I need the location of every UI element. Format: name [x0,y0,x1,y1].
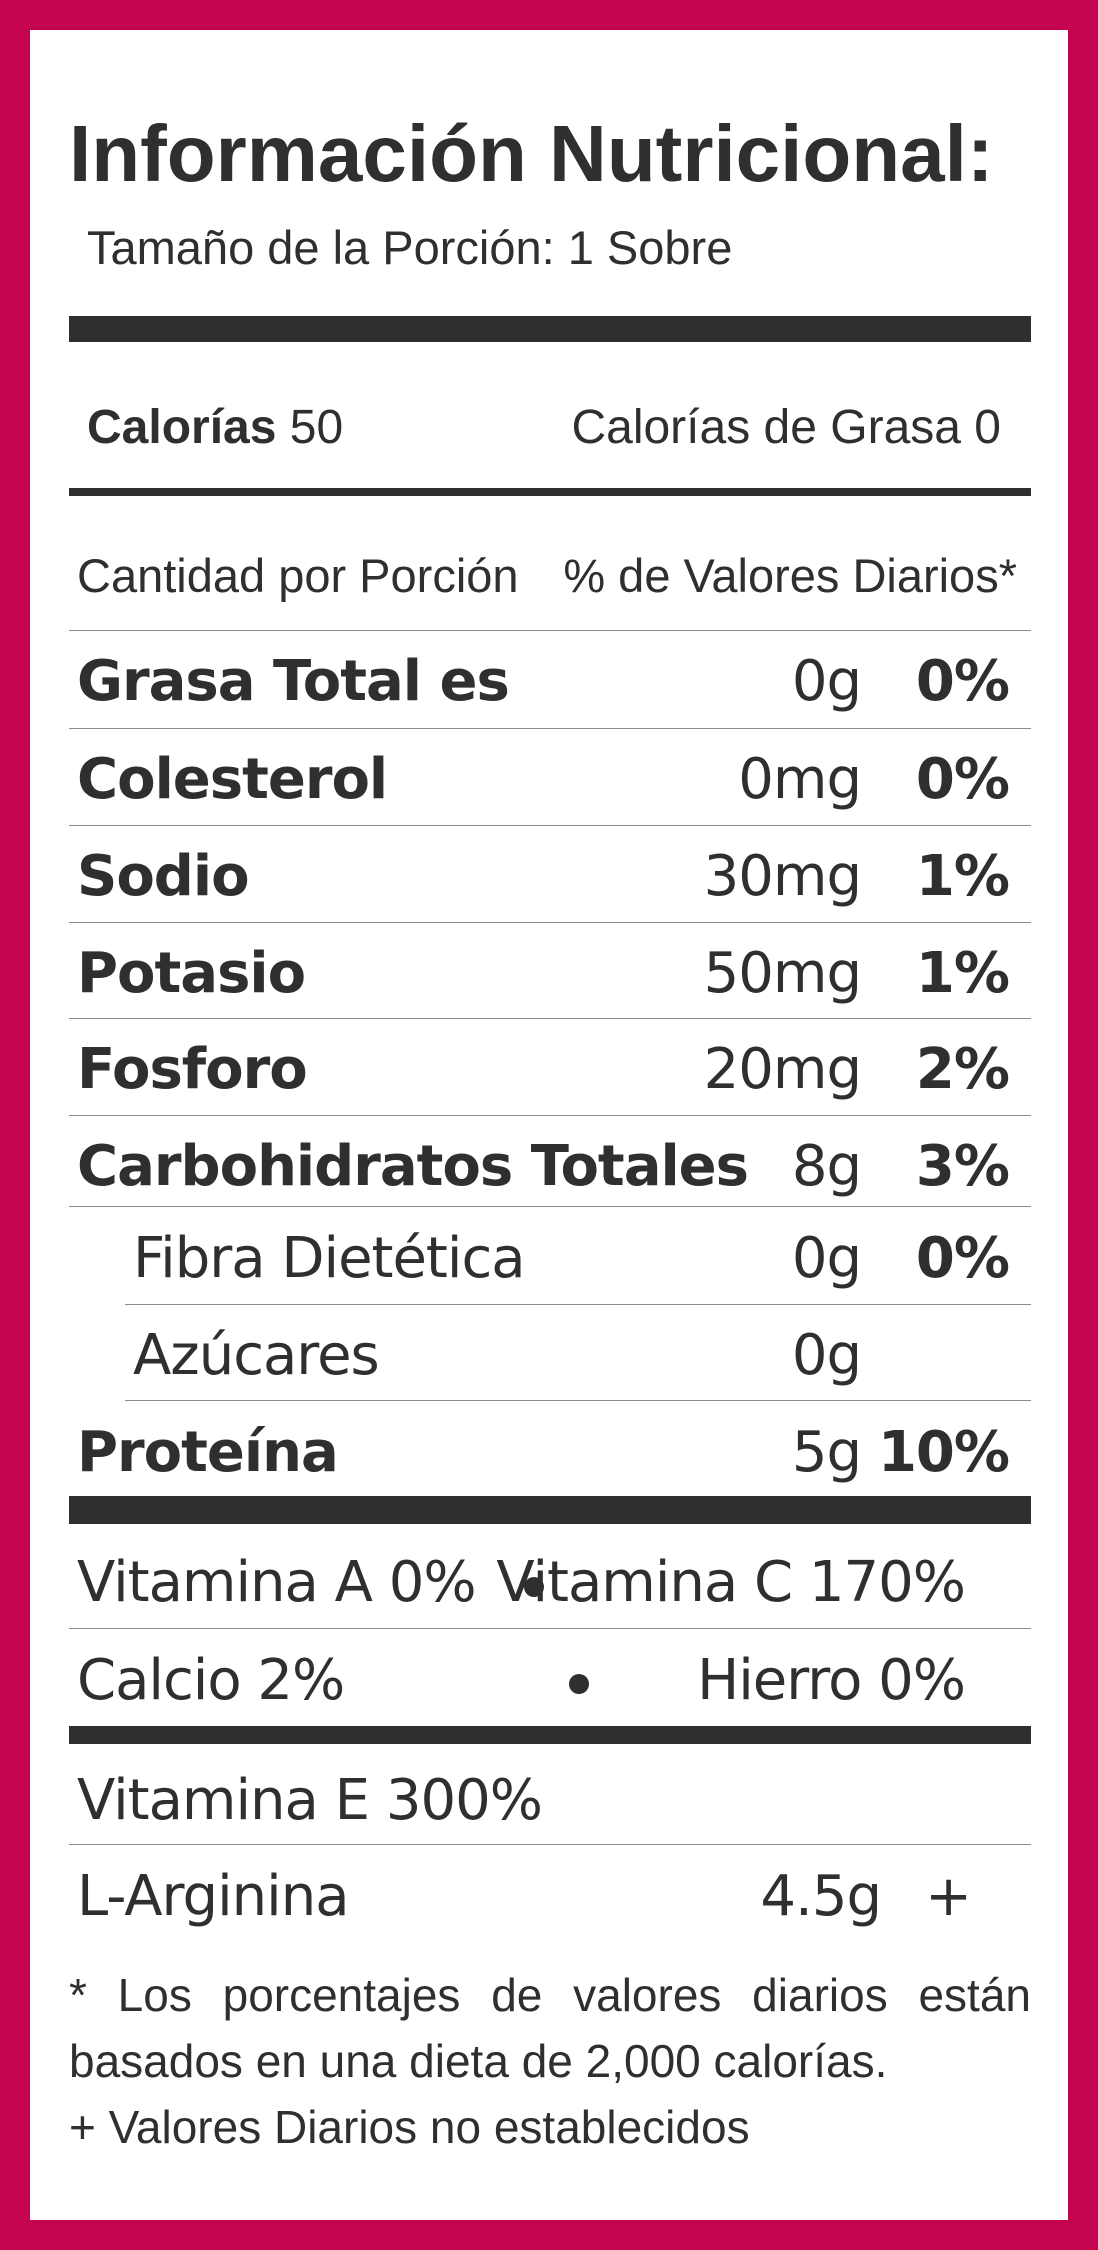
thick-divider [69,1726,1031,1744]
divider [69,1115,1031,1116]
divider [69,1206,1031,1207]
nutrient-dv: 0% [915,649,1010,714]
daily-value-header: % de Valores Diarios* [563,549,1017,602]
nutrient-amount: 50mg [703,941,862,1006]
arginine-amount: 4.5g [760,1864,882,1929]
thick-divider [69,1496,1031,1524]
nutrient-amount: 5g [791,1420,862,1485]
nutrient-amount: 0g [791,649,862,714]
divider [125,1400,1031,1401]
nutrient-row: Colesterol 0mg 0% [69,729,1031,826]
nutrient-name: Sodio [77,844,250,909]
label-title: Información Nutricional: [69,109,994,198]
thick-divider [69,316,1031,342]
arginine-name: L-Arginina [77,1864,350,1929]
vitamin-c: Vitamina C 170% [496,1550,966,1615]
nutrient-name: Colesterol [77,747,388,812]
nutrient-row: Fosforo 20mg 2% [69,1019,1031,1116]
nutrient-dv: 1% [915,941,1010,1006]
divider [125,1304,1031,1305]
nutrient-name: Azúcares [133,1323,380,1388]
nutrient-amount: 0g [791,1323,862,1388]
footnote-daily-values: * Los porcentajes de valores diarios est… [69,1969,1031,2087]
nutrient-subrow: Fibra Dietética 0g 0% [69,1208,1031,1305]
nutrient-row: Potasio 50mg 1% [69,923,1031,1020]
nutrient-dv: 2% [915,1037,1010,1102]
nutrient-amount: 0mg [738,747,862,812]
arginine-dv: + [925,1864,972,1929]
nutrient-name: Fosforo [77,1037,308,1102]
vitamin-e: Vitamina E 300% [77,1768,543,1833]
calcio: Calcio 2% [77,1648,345,1713]
medium-divider [69,488,1031,496]
nutrient-dv: 1% [915,844,1010,909]
footnotes: * Los porcentajes de valores diarios est… [69,1962,1031,2160]
calories-row: Calorías 50 [87,400,343,455]
divider [69,1018,1031,1019]
nutrient-name: Fibra Dietética [133,1226,526,1291]
divider [69,922,1031,923]
nutrient-name: Potasio [77,941,306,1006]
nutrient-row: Sodio 30mg 1% [69,826,1031,923]
nutrient-row: Proteína 5g 10% [69,1402,1031,1499]
hierro: Hierro 0% [697,1648,966,1713]
divider [69,825,1031,826]
vitamin-a: Vitamina A 0% [77,1550,477,1615]
nutrient-amount: 20mg [703,1037,862,1102]
calories-label: Calorías [87,401,277,454]
nutrient-amount: 8g [791,1134,862,1199]
nutrient-name: Carbohidratos Totales [77,1134,749,1199]
calories-value: 50 [289,401,344,454]
amount-per-serving-header: Cantidad por Porción [77,549,519,602]
bullet-icon [569,1674,589,1694]
nutrient-name: Grasa Total es [77,649,510,714]
fat-calories: Calorías de Grasa 0 [571,401,1001,454]
footnote-not-established: + Valores Diarios no establecidos [69,2101,750,2153]
nutrient-dv: 0% [915,747,1010,812]
divider [69,1628,1031,1629]
nutrient-subrow: Azúcares 0g [69,1305,1031,1402]
nutrient-dv: 0% [915,1226,1010,1291]
nutrient-name: Proteína [77,1420,339,1485]
nutrient-amount: 30mg [703,844,862,909]
divider [69,1844,1031,1845]
nutrient-amount: 0g [791,1226,862,1291]
nutrient-row: Grasa Total es 0g 0% [69,631,1031,728]
nutrient-dv: 3% [915,1134,1010,1199]
nutrient-row: Carbohidratos Totales 8g 3% [69,1116,1031,1213]
divider [69,728,1031,729]
serving-size: Tamaño de la Porción: 1 Sobre [87,221,733,274]
nutrition-label: Información Nutricional: Tamaño de la Po… [30,30,1068,2220]
bullet-icon [524,1577,544,1597]
nutrient-dv: 10% [877,1420,1010,1485]
divider [69,630,1031,631]
